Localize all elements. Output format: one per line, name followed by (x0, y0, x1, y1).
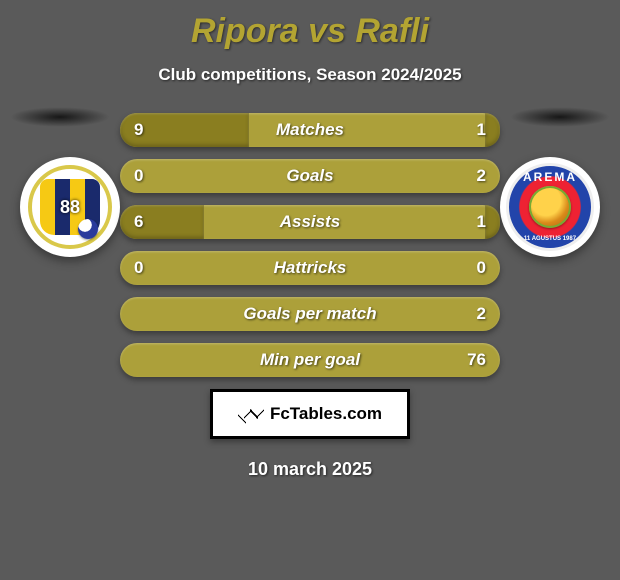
player-shadow-right (510, 107, 610, 127)
stat-bar-track (120, 343, 500, 377)
stat-bar-track (120, 251, 500, 285)
brand-box[interactable]: FcTables.com (210, 389, 410, 439)
stat-row: 91Matches (120, 113, 500, 147)
club-badge-left-ball-icon (78, 219, 98, 239)
club-badge-left: 88 (20, 157, 120, 257)
brand-chart-icon (238, 404, 264, 424)
stat-bar-fill-right (485, 113, 500, 147)
stat-row: 2Goals per match (120, 297, 500, 331)
stat-bar-fill-left (120, 113, 249, 147)
club-badge-right-arc-text: AREMA (509, 170, 591, 184)
title-vs: vs (308, 12, 346, 50)
club-badge-left-inner: 88 (28, 165, 112, 249)
title-right: Rafli (355, 12, 429, 50)
stat-row: 00Hattricks (120, 251, 500, 285)
stat-bar-fill-right (485, 205, 500, 239)
club-badge-right-ribbon: 11 AGUSTUS 1987 (524, 236, 576, 242)
club-badge-left-number: 88 (60, 197, 80, 218)
date-text: 10 march 2025 (0, 459, 620, 480)
stat-bar-track (120, 159, 500, 193)
stat-bar-track (120, 297, 500, 331)
stat-bars: 91Matches 02Goals 61Assists 00Hattricks 2Goa… (120, 113, 500, 377)
club-badge-right: AREMA 11 AGUSTUS 1987 (500, 157, 600, 257)
subtitle: Club competitions, Season 2024/2025 (0, 65, 620, 85)
brand-text: FcTables.com (270, 404, 382, 424)
comparison-arena: 88 AREMA 11 AGUSTUS 1987 91Matches 02Goal… (0, 113, 620, 377)
stat-row: 61Assists (120, 205, 500, 239)
stat-row: 76Min per goal (120, 343, 500, 377)
club-badge-right-lion-icon (529, 186, 571, 228)
page-title: Ripora vs Rafli (0, 0, 620, 51)
title-left: Ripora (191, 12, 299, 50)
stat-bar-fill-left (120, 205, 204, 239)
player-shadow-left (10, 107, 110, 127)
stat-row: 02Goals (120, 159, 500, 193)
club-badge-right-inner: AREMA 11 AGUSTUS 1987 (506, 163, 594, 251)
